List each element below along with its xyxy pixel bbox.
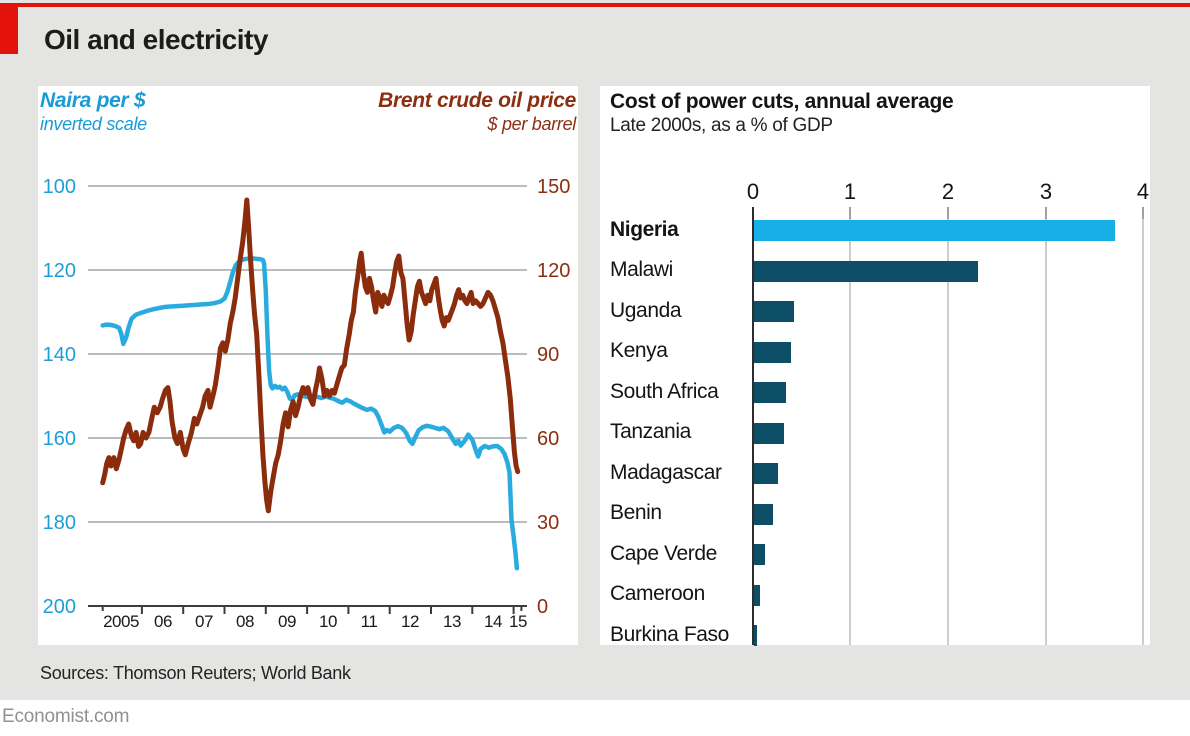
naira-axis-subtitle: inverted scale [40,114,147,134]
bar-label-benin: Benin [610,501,662,524]
bar-label-cameroon: Cameroon [610,582,705,605]
brent-axis-subtitle: $ per barrel [487,114,577,134]
bar-chart-subtitle: Late 2000s, as a % of GDP [610,115,833,136]
x-tick-label: 12 [401,612,419,631]
bar-label-tanzania: Tanzania [610,420,691,443]
y-right-tick-label: 60 [537,428,560,450]
bar [753,341,791,363]
horizontal-gridlines [88,185,527,523]
economist-red-tab [0,3,18,54]
vertical-gridline [849,207,852,645]
x-tick-label: 09 [278,612,296,631]
bar-label-kenya: Kenya [610,339,668,362]
y-right-tick-label: 120 [537,260,571,282]
bar-chart-title: Cost of power cuts, annual average [610,90,954,113]
bar-x-tick-label: 4 [1136,179,1150,204]
brent-axis-title: Brent crude oil price [378,89,576,112]
page-title: Oil and electricity [44,24,268,55]
vertical-gridline [1044,207,1047,645]
bar [753,544,766,565]
footer-site-text: Economist.com [2,706,130,727]
y-right-tick-label: 150 [537,176,571,198]
bar [753,584,760,606]
x-axis-baseline [88,605,527,614]
gridline-tick [946,207,949,219]
zero-axis-line [751,207,754,645]
x-tick-label: 11 [360,612,378,631]
bar-x-tick-label: 3 [1039,179,1053,204]
x-tick-label: 15 [509,612,527,631]
bar [753,301,794,322]
bar-label-nigeria: Nigeria [610,218,679,241]
y-left-tick-label: 200 [42,596,76,618]
bar [753,260,979,282]
bar-x-tick-label: 1 [843,179,857,204]
x-tick-label: 06 [154,612,172,631]
y-right-tick-label: 30 [537,512,560,534]
y-left-tick-label: 140 [42,344,76,366]
bar-x-tick-label: 2 [941,179,955,204]
y-left-tick-label: 100 [42,176,76,198]
bar [753,463,779,484]
gridline-tick [1044,207,1047,219]
vertical-gridline [946,207,949,645]
x-tick-label: 07 [195,612,213,631]
bar [753,422,784,444]
naira-axis-title: Naira per $ [40,89,146,112]
bar-label-madagascar: Madagascar [610,461,722,484]
bar-label-malawi: Malawi [610,258,673,281]
y-left-tick-label: 160 [42,428,76,450]
x-tick-label: 2005 [103,612,139,631]
top-red-rule [0,3,1190,7]
bar-label-uganda: Uganda [610,299,682,322]
x-tick-label: 14 [484,612,502,631]
bar-label-cape-verde: Cape Verde [610,542,717,565]
bar [753,220,1115,241]
x-tick-label: 13 [443,612,461,631]
brent-line [100,197,521,514]
sources-text: Sources: Thomson Reuters; World Bank [40,663,351,683]
x-tick-label: 08 [236,612,254,631]
line-chart-canvas [88,185,527,614]
gridline-tick [849,207,852,219]
y-right-tick-label: 90 [537,344,560,366]
power-cuts-cost-panel: Cost of power cuts, annual average Late … [600,86,1150,646]
bar-label-south-africa: South Africa [610,380,719,403]
bar [753,625,757,646]
y-left-tick-label: 120 [42,260,76,282]
gridline-tick [1142,207,1145,219]
footer-bar: Economist.com [0,700,1190,736]
vertical-gridline [1142,207,1145,645]
y-right-tick-label: 0 [537,596,549,618]
exchange-rate-oil-price-panel: Naira per $ inverted scale Brent crude o… [38,86,578,645]
bar-x-tick-label: 0 [746,179,760,204]
bar [753,382,786,403]
y-left-tick-label: 180 [42,512,76,534]
x-tick-label: 10 [319,612,337,631]
bar-label-burkina-faso: Burkina Faso [610,623,729,646]
bar [753,503,774,525]
